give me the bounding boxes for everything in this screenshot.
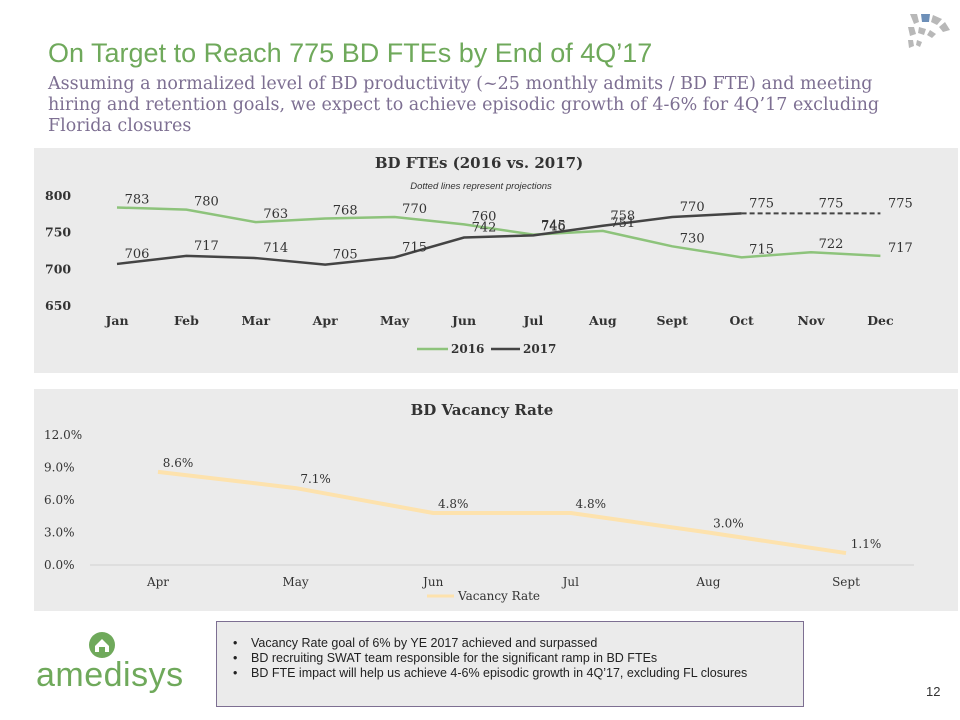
y-tick-label: 800 (45, 188, 71, 203)
bd-fte-chart-panel: BD FTEs (2016 vs. 2017) Dotted lines repr… (34, 148, 958, 373)
x-tick-label: Dec (867, 313, 894, 328)
y-tick-label: 750 (45, 225, 71, 240)
data-label-2016: 770 (402, 202, 427, 217)
data-label-2017: 775 (749, 196, 774, 211)
data-label-2017: 742 (472, 221, 497, 236)
x-tick-label: Apr (146, 575, 169, 589)
x-tick-label: Oct (729, 313, 753, 328)
legend-vacancy-label: Vacancy Rate (457, 589, 540, 603)
data-label-2017: 715 (402, 240, 427, 255)
y-tick-label: 3.0% (44, 526, 75, 540)
x-tick-label: May (380, 313, 410, 328)
vacancy-rate-chart: BD Vacancy Rate 0.0% 3.0% 6.0% 9.0% 12.0% Apr M… (44, 401, 914, 603)
data-label-2016: 760 (472, 209, 497, 224)
data-label-2016: 715 (749, 242, 774, 257)
legend-2016-label: 2016 (451, 342, 484, 356)
data-label-2016: 783 (125, 192, 150, 207)
page-title: On Target to Reach 775 BD FTEs by End of… (48, 38, 653, 68)
data-label-2017: 717 (194, 239, 219, 254)
x-tick-label: Jun (421, 575, 444, 589)
corner-arc-logo-icon (904, 10, 954, 52)
data-label-2017: 745 (541, 218, 566, 233)
amedisys-logo (36, 630, 168, 696)
chart-title: BD Vacancy Rate (411, 401, 554, 419)
x-tick-label: Jul (561, 575, 580, 589)
bullet-item: BD FTE impact will help us achieve 4-6% … (233, 666, 803, 681)
chart-subtitle: Dotted lines represent projections (410, 181, 552, 192)
data-label-2016: 717 (888, 241, 913, 256)
data-label: 3.0% (713, 517, 744, 531)
page-number: 12 (926, 684, 941, 699)
x-tick-label: Sept (656, 313, 688, 328)
x-tick-label: Aug (695, 575, 720, 589)
data-label-2017: 758 (610, 209, 635, 224)
series-2016-line (116, 206, 881, 259)
data-label: 4.8% (438, 497, 469, 511)
y-tick-label: 0.0% (44, 558, 75, 572)
data-label-2016: 763 (263, 207, 288, 222)
data-label-2017: 775 (888, 196, 913, 211)
y-tick-label: 6.0% (44, 493, 75, 507)
data-label-2017: 775 (819, 196, 844, 211)
data-label-2016: 730 (680, 231, 705, 246)
data-label: 1.1% (851, 537, 882, 551)
data-label: 8.6% (163, 456, 194, 470)
x-tick-label: Nov (797, 313, 825, 328)
bullet-item: Vacancy Rate goal of 6% by YE 2017 achie… (233, 636, 803, 651)
legend-2017-label: 2017 (523, 342, 556, 356)
chart-title: BD FTEs (2016 vs. 2017) (375, 154, 583, 172)
data-label-2016: 768 (333, 203, 358, 218)
data-label: 4.8% (576, 497, 607, 511)
x-tick-label: Aug (588, 313, 617, 328)
data-label: 7.1% (300, 472, 331, 486)
y-tick-label: 9.0% (44, 461, 75, 475)
data-label-2016: 780 (194, 195, 219, 210)
amedisys-wordmark: amedisys (36, 656, 184, 694)
bd-fte-chart: BD FTEs (2016 vs. 2017) Dotted lines repr… (45, 154, 913, 356)
x-tick-label: Jul (523, 313, 544, 328)
x-tick-label: Sept (832, 575, 860, 589)
data-label-2017: 706 (125, 247, 150, 262)
x-tick-label: Jun (451, 313, 476, 328)
y-tick-label: 650 (45, 298, 71, 313)
x-tick-label: Mar (242, 313, 271, 328)
series-2017-line (116, 212, 742, 266)
x-tick-label: Apr (312, 313, 338, 328)
page-subtitle: Assuming a normalized level of BD produc… (48, 74, 880, 136)
data-label-2016: 751 (610, 216, 635, 231)
x-tick-label: Feb (174, 313, 199, 328)
data-label-2017: 770 (680, 200, 705, 215)
vacancy-chart-panel: BD Vacancy Rate 0.0% 3.0% 6.0% 9.0% 12.0% Apr M… (34, 389, 958, 611)
x-tick-label: May (282, 575, 308, 589)
x-tick-label: Jan (104, 313, 128, 328)
data-label-2017: 705 (333, 248, 358, 263)
vacancy-rate-line (157, 469, 847, 556)
data-label-2017: 714 (263, 241, 288, 256)
data-label-2016: 722 (819, 237, 844, 252)
y-tick-label: 700 (45, 261, 71, 276)
key-points-box: Vacancy Rate goal of 6% by YE 2017 achie… (216, 621, 804, 707)
data-label-2016: 746 (541, 220, 566, 235)
y-tick-label: 12.0% (44, 428, 82, 442)
bullet-item: BD recruiting SWAT team responsible for … (233, 651, 803, 666)
